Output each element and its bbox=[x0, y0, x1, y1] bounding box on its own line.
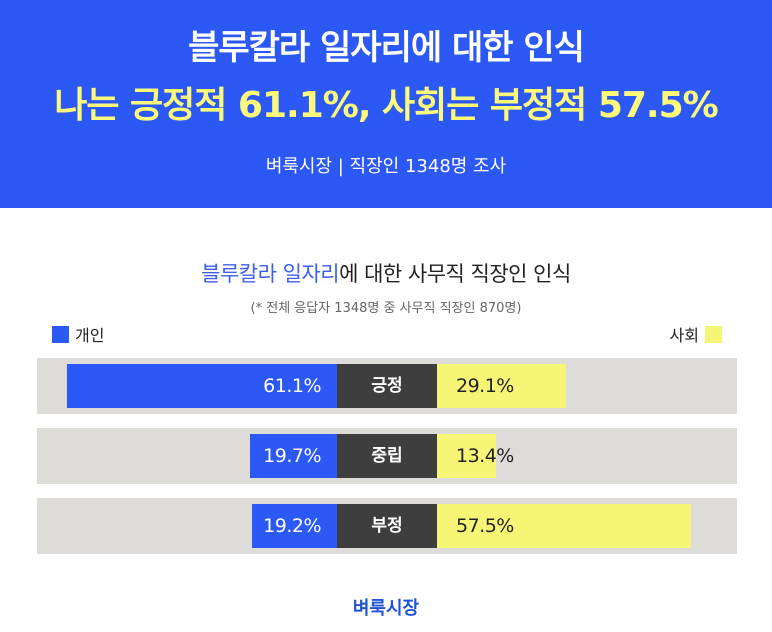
bar-individual bbox=[67, 364, 337, 408]
legend-label-individual: 개인 bbox=[75, 326, 105, 345]
data-label-individual: 19.2% bbox=[263, 515, 321, 537]
bar-society bbox=[437, 504, 692, 548]
data-label-society: 57.5% bbox=[456, 515, 514, 537]
chart-title-rest: 에 대한 사무직 직장인 인식 bbox=[339, 262, 571, 286]
header-banner: 블루칼라 일자리에 대한 인식 나는 긍정적 61.1%, 사회는 부정적 57… bbox=[0, 0, 772, 208]
legend-swatch-individual bbox=[52, 325, 69, 343]
survey-subtitle: 벼룩시장 | 직장인 1348명 조사 bbox=[265, 156, 507, 177]
bar-society bbox=[437, 434, 497, 478]
footer-brand: 벼룩시장 bbox=[352, 598, 420, 619]
headline: 나는 긍정적 61.1%, 사회는 부정적 57.5% bbox=[54, 85, 718, 126]
category-label: 부정 bbox=[337, 504, 437, 548]
bar-individual bbox=[252, 504, 337, 548]
legend-society: 사회 bbox=[670, 322, 722, 346]
chart-row: 19.2% 부정 57.5% bbox=[37, 498, 737, 554]
bar-society bbox=[437, 364, 566, 408]
chart-row: 61.1% 긍정 29.1% bbox=[37, 358, 737, 414]
chart-title-highlight: 블루칼라 일자리 bbox=[201, 262, 340, 286]
main-title: 블루칼라 일자리에 대한 인식 bbox=[188, 28, 585, 68]
chart-note: (* 전체 응답자 1348명 중 사무직 직장인 870명) bbox=[250, 301, 522, 316]
legend-swatch-society bbox=[705, 325, 722, 343]
category-label: 중립 bbox=[337, 434, 437, 478]
data-label-individual: 61.1% bbox=[263, 375, 321, 397]
legend-label-society: 사회 bbox=[669, 326, 699, 345]
bar-individual bbox=[249, 434, 337, 478]
data-label-individual: 19.7% bbox=[263, 445, 321, 467]
data-label-society: 13.4% bbox=[456, 445, 514, 467]
category-label: 긍정 bbox=[337, 364, 437, 408]
chart-title: 블루칼라 일자리에 대한 사무직 직장인 인식 bbox=[0, 258, 772, 288]
data-label-society: 29.1% bbox=[456, 375, 514, 397]
legend-individual: 개인 bbox=[52, 322, 104, 346]
chart-row: 19.7% 중립 13.4% bbox=[37, 428, 737, 484]
